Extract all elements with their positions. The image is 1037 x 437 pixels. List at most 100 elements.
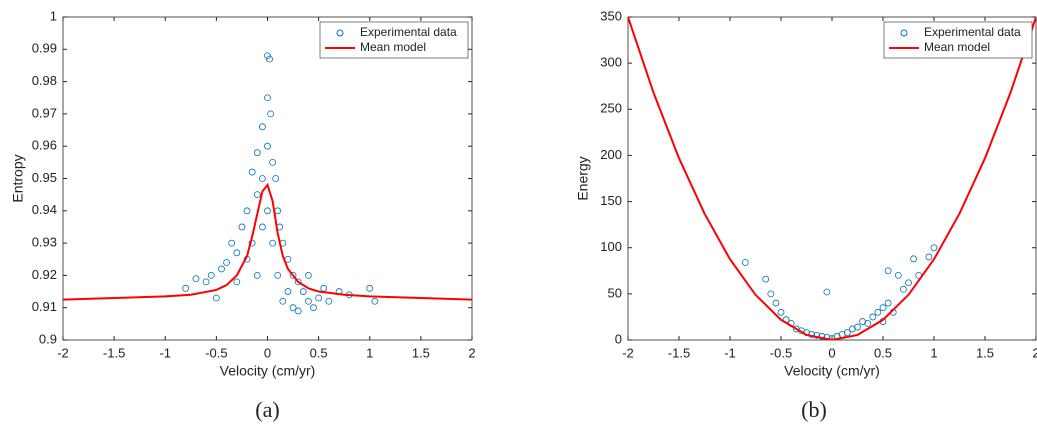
x-axis-label: Velocity (cm/yr): [220, 363, 316, 379]
data-point: [925, 253, 933, 261]
legend-box: [319, 21, 469, 59]
data-point: [741, 259, 749, 266]
data-point: [274, 271, 282, 279]
data-point: [233, 278, 241, 286]
legend-label: Experimental data: [924, 25, 1021, 39]
data-point: [207, 271, 215, 279]
y-axis-label: Entropy: [10, 154, 26, 202]
y-tick-label: 0.99: [32, 41, 57, 56]
data-point: [274, 207, 282, 215]
chart: -2 -1.5 -1 -0.5 0 0.5 1 1.5 2 0 50 100 150 200 250 300 3…: [575, 8, 1037, 422]
model-line: [63, 182, 472, 301]
data-point: [299, 288, 307, 295]
data-point: [253, 191, 261, 199]
x-tick-label: 1.5: [976, 345, 994, 360]
data-point: [269, 239, 277, 247]
data-point: [874, 308, 882, 316]
data-point: [884, 299, 892, 307]
data-point: [366, 284, 374, 292]
data-point: [325, 297, 333, 305]
data-point: [930, 244, 938, 252]
x-tick-label: 1: [930, 345, 937, 360]
y-tick-label: 300: [600, 55, 622, 70]
y-tick-label: 200: [600, 147, 622, 162]
data-point: [264, 207, 271, 215]
data-point: [223, 259, 231, 266]
x-tick-label: -0.5: [770, 345, 792, 360]
x-tick-label: -1: [159, 345, 171, 360]
y-tick-label: 150: [600, 193, 622, 208]
data-point: [182, 284, 190, 292]
data-point: [212, 294, 220, 302]
x-tick-label: 2: [1032, 345, 1037, 360]
data-point: [264, 142, 271, 150]
data-point: [772, 299, 780, 307]
data-point: [289, 304, 297, 312]
legend-label: Mean model: [924, 40, 990, 54]
data-point: [228, 239, 236, 247]
x-tick-label: -2: [622, 345, 634, 360]
x-tick-label: 0: [828, 345, 835, 360]
x-tick-label: -1.5: [103, 345, 125, 360]
data-point: [310, 304, 317, 312]
data-point: [289, 271, 297, 279]
data-point: [294, 307, 302, 315]
x-tick-label: 2: [468, 345, 475, 360]
y-tick-label: 0.91: [32, 299, 57, 314]
y-tick-label: 0.97: [32, 105, 57, 120]
chart: -2 -1.5 -1 -0.5 0 0.5 1 1.5 2 0.9 0.91 0.92 0.93 0.94…: [10, 8, 476, 422]
x-tick-label: 0.5: [310, 345, 328, 360]
y-tick-label: 0.9: [39, 331, 57, 346]
data-point: [320, 284, 328, 292]
data-point: [777, 308, 785, 316]
y-tick-label: 0.93: [32, 235, 57, 250]
legend-marker: [900, 29, 908, 37]
data-point: [910, 255, 917, 263]
data-point: [762, 275, 770, 283]
data-point: [233, 249, 241, 257]
legend-label: Mean model: [360, 40, 426, 54]
legend-marker: [336, 29, 344, 37]
caption: (a): [255, 397, 279, 422]
x-tick-label: 1.5: [412, 345, 430, 360]
data-point: [879, 304, 887, 312]
data-point: [315, 294, 323, 302]
x-tick-label: 0: [264, 345, 271, 360]
data-point: [294, 278, 302, 286]
x-tick-label: -0.5: [205, 345, 227, 360]
data-point: [264, 94, 271, 102]
y-tick-label: 350: [600, 8, 622, 23]
y-tick-label: 0.96: [32, 138, 57, 153]
x-tick-label: -1.5: [668, 345, 690, 360]
y-tick-label: 0.94: [32, 202, 57, 217]
data-point: [869, 313, 877, 321]
data-point: [818, 332, 826, 340]
legend-box: [883, 21, 1033, 59]
data-point: [823, 288, 831, 296]
plot-area: [628, 17, 1036, 340]
data-point: [900, 285, 907, 293]
y-tick-label: 0.98: [32, 73, 57, 88]
y-tick-label: 0: [615, 331, 622, 346]
data-point: [202, 278, 210, 286]
data-point: [767, 290, 775, 298]
data-point: [894, 271, 902, 279]
y-tick-label: 0.92: [32, 267, 57, 282]
y-tick-label: 50: [608, 285, 622, 300]
x-tick-label: 0.5: [874, 345, 892, 360]
data-point: [905, 279, 912, 287]
data-point: [854, 323, 861, 331]
data-point: [258, 223, 266, 231]
data-point: [823, 333, 831, 340]
model-line: [628, 17, 1036, 340]
caption: (b): [801, 397, 827, 422]
data-point: [266, 55, 273, 63]
data-point: [304, 271, 312, 279]
data-point: [267, 110, 274, 118]
data-point: [248, 168, 256, 176]
x-tick-label: -1: [724, 345, 736, 360]
data-point: [304, 297, 312, 305]
